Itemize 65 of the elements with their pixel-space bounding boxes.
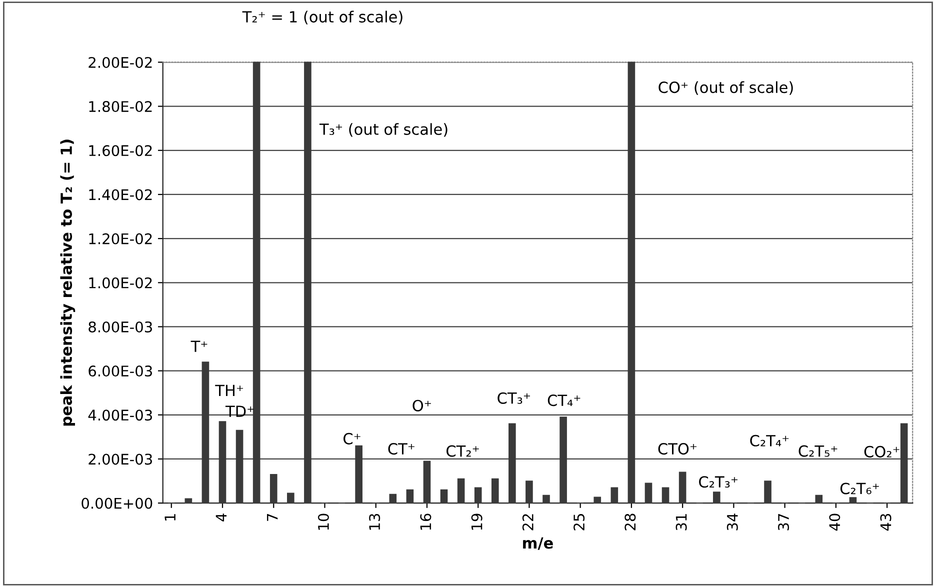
x-tick-label: 31 xyxy=(676,514,687,530)
annotation: C₂T₆⁺ xyxy=(840,482,879,494)
x-tick-label: 1 xyxy=(164,514,176,520)
bar xyxy=(610,487,618,504)
annotation: CT⁺ xyxy=(388,443,414,455)
bar xyxy=(287,492,294,504)
y-tick-label: 1.60E-02 xyxy=(89,145,152,156)
annotation: CT₄⁺ xyxy=(548,394,580,406)
bar xyxy=(764,480,772,504)
bar xyxy=(270,474,278,504)
bar xyxy=(389,494,397,504)
bar xyxy=(712,492,720,504)
y-tick-label: 2.00E-03 xyxy=(88,454,152,465)
annotation: C₂T₄⁺ xyxy=(750,434,789,446)
x-tick-label: 37 xyxy=(778,514,790,530)
x-tick-label: 25 xyxy=(574,514,585,530)
y-tick-label: 8.00E-03 xyxy=(88,321,152,332)
x-tick-label: 43 xyxy=(880,514,892,531)
annotation: T⁺ xyxy=(190,340,208,352)
x-tick-label: 7 xyxy=(267,514,278,521)
x-tick-label: 4 xyxy=(216,514,227,522)
bar xyxy=(678,472,686,504)
x-tick-label: 22 xyxy=(522,514,534,530)
y-tick-label: 4.00E-03 xyxy=(88,410,152,421)
annotation: C₂T₅⁺ xyxy=(798,445,838,457)
text: T₂⁺ = 1 (out of scale) xyxy=(242,10,402,24)
y-tick-label: 2.00E-02 xyxy=(88,56,152,68)
bar xyxy=(542,494,550,504)
annotation: C₂T₃⁺ xyxy=(699,476,738,488)
bar xyxy=(474,487,482,504)
y-tick-label: 1.40E-02 xyxy=(89,189,152,200)
bar xyxy=(849,497,857,504)
x-tick-label: 16 xyxy=(420,514,432,530)
y-axis-title: peak intensity relative to T₂ (= 1) xyxy=(60,140,76,426)
bar xyxy=(662,487,670,504)
y-tick-label: 0.00E+00 xyxy=(82,498,152,509)
bar xyxy=(491,478,499,504)
x-axis-title: m/e xyxy=(523,537,553,550)
y-tick-label: 6.00E-03 xyxy=(88,366,152,377)
bar xyxy=(406,489,414,504)
annotation: CO₂⁺ xyxy=(864,446,900,458)
x-tick-label: 13 xyxy=(369,514,380,530)
bar xyxy=(440,489,448,504)
annotation: CTO⁺ xyxy=(658,443,697,455)
annotation: TH⁺ xyxy=(215,384,244,396)
annotation: O⁺ xyxy=(412,400,431,412)
annotation: CO⁺ (out of scale) xyxy=(658,81,793,95)
annotation: T₃⁺ (out of scale) xyxy=(319,123,448,137)
y-tick-label: 1.20E-02 xyxy=(89,233,152,244)
bar xyxy=(594,496,602,504)
annotation: CT₂⁺ xyxy=(446,445,479,457)
bar xyxy=(644,482,652,504)
x-tick-label: 19 xyxy=(471,514,482,530)
annotation: CT₃⁺ xyxy=(498,392,530,404)
bar xyxy=(526,480,533,504)
annotation: C⁺ xyxy=(344,432,360,444)
y-tick-label: 1.00E-02 xyxy=(89,277,152,288)
bar xyxy=(184,498,192,504)
x-tick-label: 10 xyxy=(318,514,329,530)
bar xyxy=(457,478,465,504)
x-tick-label: 40 xyxy=(829,514,840,531)
y-tick-label: 1.80E-02 xyxy=(89,101,152,112)
bar xyxy=(815,494,823,504)
x-tick-label: 34 xyxy=(726,514,738,530)
x-tick-label: 28 xyxy=(624,514,636,530)
